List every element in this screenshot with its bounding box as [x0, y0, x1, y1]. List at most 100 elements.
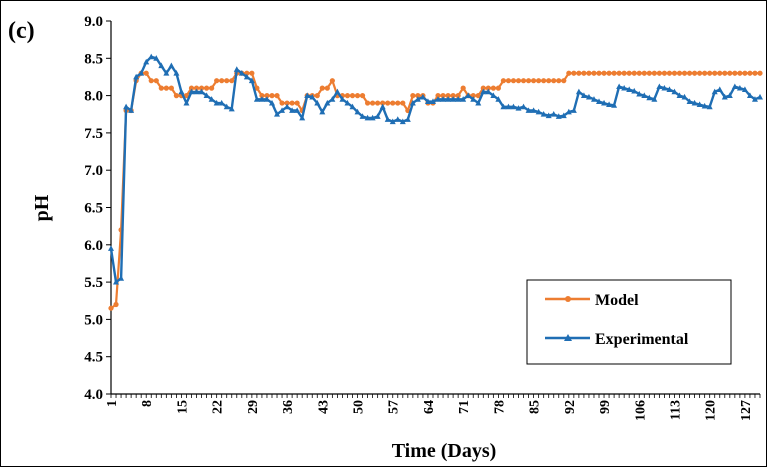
data-point: [380, 100, 386, 106]
x-axis-title: Time (Days): [392, 440, 497, 462]
y-tick-label: 6.5: [84, 201, 103, 217]
data-point: [505, 78, 512, 84]
data-point: [731, 83, 738, 90]
data-point: [536, 78, 542, 84]
data-point: [465, 92, 472, 98]
x-tick-label: 92: [563, 400, 578, 414]
data-point: [359, 113, 366, 119]
data-point: [596, 70, 602, 76]
data-point: [566, 70, 572, 76]
data-point: [455, 96, 462, 102]
data-point: [636, 70, 642, 76]
data-point: [243, 73, 250, 80]
data-point: [757, 70, 763, 76]
data-point: [520, 78, 527, 84]
data-point: [203, 85, 210, 91]
data-point: [379, 103, 386, 110]
data-point: [118, 275, 125, 281]
data-point: [183, 99, 190, 106]
data-point: [374, 113, 381, 119]
data-point: [495, 85, 501, 91]
data-point: [631, 70, 637, 76]
data-point: [188, 85, 195, 91]
data-point: [460, 85, 466, 91]
series-experimental: [108, 53, 763, 285]
data-point: [661, 84, 668, 91]
data-point: [626, 70, 632, 76]
data-point: [681, 93, 688, 100]
y-tick-label: 5.0: [84, 312, 103, 328]
data-point: [480, 85, 486, 91]
data-point: [560, 112, 567, 119]
data-point: [289, 100, 295, 106]
data-point: [531, 78, 537, 84]
data-point: [223, 103, 230, 110]
data-point: [369, 114, 376, 121]
data-point: [661, 70, 668, 76]
data-point: [193, 85, 200, 91]
data-point: [268, 99, 275, 106]
data-point: [415, 93, 421, 99]
legend-box: [526, 279, 732, 365]
data-point: [424, 98, 431, 104]
data-point: [706, 103, 713, 110]
data-point: [727, 70, 733, 76]
data-point: [324, 99, 331, 106]
data-point: [530, 107, 537, 113]
data-point: [349, 93, 356, 99]
data-point: [696, 101, 703, 107]
data-point: [113, 278, 120, 285]
x-tick-label: 43: [316, 400, 331, 414]
data-point: [133, 73, 140, 80]
data-point: [279, 100, 285, 106]
data-point: [359, 93, 366, 99]
data-point: [299, 114, 306, 121]
x-axis-ticks: 1 8 15 22 29 36 43 50 57 64 71 78 85 92 99 106 113 120 127: [105, 394, 761, 421]
data-point: [757, 93, 763, 100]
data-point: [505, 103, 512, 110]
data-point: [224, 78, 230, 84]
data-point: [741, 86, 748, 93]
data-point: [198, 85, 205, 91]
y-tick-label: 8.5: [84, 51, 103, 67]
data-point: [702, 70, 708, 76]
data-point: [248, 77, 255, 84]
y-axis-title: pH: [31, 194, 53, 221]
data-point: [339, 96, 346, 102]
data-point: [571, 70, 577, 76]
series-line: [109, 55, 761, 284]
data-point: [681, 70, 688, 76]
data-point: [752, 70, 758, 76]
data-point: [259, 93, 265, 99]
data-point: [385, 100, 391, 106]
data-point: [475, 99, 482, 106]
data-point: [279, 107, 286, 113]
data-point: [737, 70, 743, 76]
data-point: [410, 93, 416, 99]
data-point: [626, 86, 633, 93]
data-point: [414, 96, 421, 102]
x-tick-label: 15: [175, 400, 190, 414]
data-point: [590, 96, 597, 102]
data-point: [364, 100, 371, 106]
data-point: [550, 111, 557, 117]
data-point: [520, 103, 527, 110]
data-point: [747, 70, 753, 76]
data-point: [525, 78, 532, 84]
data-point: [646, 94, 653, 101]
data-point: [616, 83, 623, 90]
data-point: [158, 85, 164, 91]
data-point: [541, 78, 547, 84]
data-point: [143, 58, 150, 65]
data-point: [163, 85, 169, 91]
series-line: [110, 72, 760, 310]
data-point: [606, 70, 612, 76]
data-point: [188, 88, 195, 95]
y-tick-label: 9.0: [84, 14, 103, 30]
data-point: [390, 100, 396, 106]
data-point: [717, 70, 723, 76]
data-point: [168, 62, 175, 69]
data-point: [395, 100, 401, 106]
data-point: [460, 96, 467, 102]
